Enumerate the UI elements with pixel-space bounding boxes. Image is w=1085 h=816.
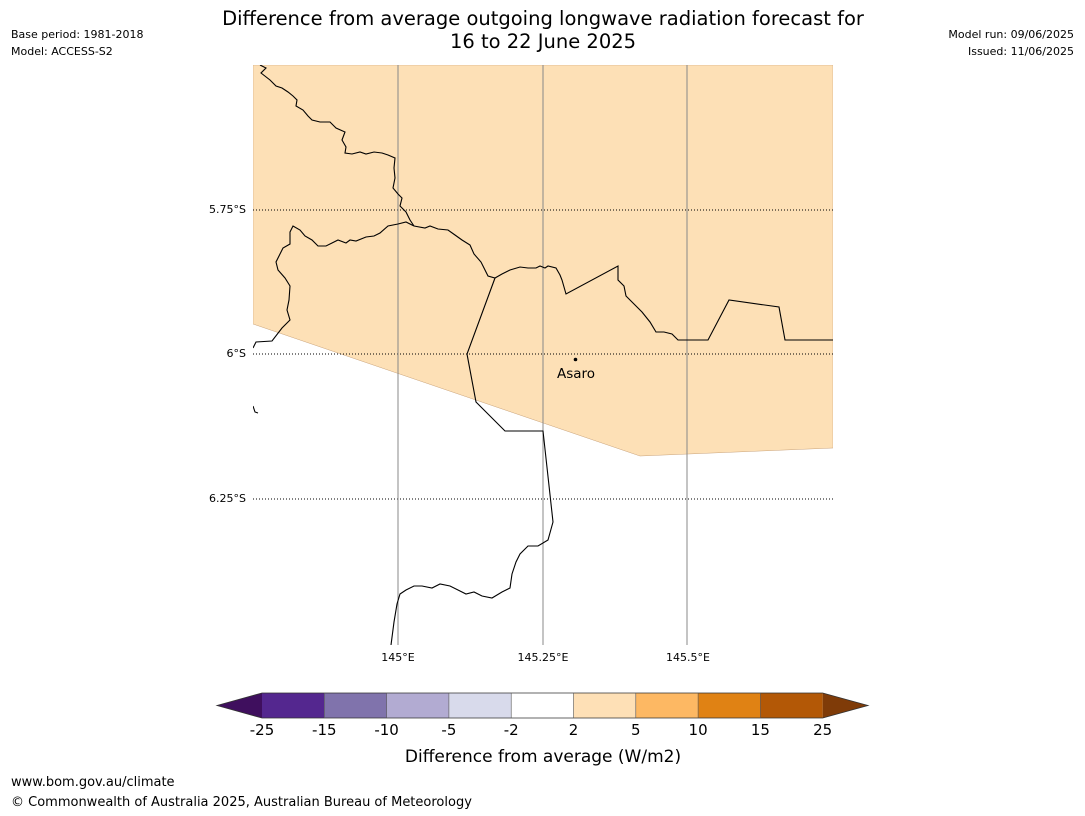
- lat-label-5-75: 5.75°S: [209, 203, 246, 216]
- title-line-2: 16 to 22 June 2025: [449, 30, 637, 53]
- issued-date: Issued: 11/06/2025: [967, 45, 1074, 58]
- colorbar-segment: [760, 693, 823, 718]
- base-period: Base period: 1981-2018: [11, 28, 144, 41]
- model-name: Model: ACCESS-S2: [11, 45, 113, 58]
- colorbar-segment: [573, 693, 636, 718]
- model-run: Model run: 09/06/2025: [948, 28, 1074, 41]
- colorbar-label: Difference from average (W/m2): [405, 747, 681, 767]
- colorbar-tick-label: -25: [250, 721, 275, 739]
- colorbar-tick-label: -5: [441, 721, 456, 739]
- lon-label-145: 145°E: [381, 651, 414, 664]
- colorbar-ticks: -25 -15 -10 -5 -2 2 5 10 15 25: [250, 721, 832, 739]
- colorbar-extend-low: [217, 693, 262, 718]
- colorbar-segment: [262, 693, 325, 718]
- colorbar-tick-label: -15: [312, 721, 337, 739]
- boundary-north: [259, 65, 415, 227]
- colorbar-segment: [386, 693, 449, 718]
- lon-label-145-25: 145.25°E: [518, 651, 569, 664]
- asaro-marker: [573, 357, 578, 362]
- place-label-asaro: Asaro: [557, 366, 595, 382]
- boundary-central: [253, 221, 415, 349]
- colorbar-tick-label: 2: [569, 721, 579, 739]
- colorbar-segment: [635, 693, 699, 718]
- colorbar-tick-label: 25: [813, 721, 832, 739]
- colorbar-tick-label: -2: [504, 721, 519, 739]
- colorbar-tick-label: 10: [689, 721, 708, 739]
- colorbar-body: [215, 692, 870, 719]
- map-panel: Asaro 5.75°S 6°S 6.25°S 145°E 145.25°E 1…: [209, 65, 833, 664]
- lon-label-145-5: 145.5°E: [666, 651, 710, 664]
- title-line-1: Difference from average outgoing longwav…: [222, 7, 864, 30]
- colorbar-segment: [511, 693, 574, 718]
- colorbar-tick-label: 15: [751, 721, 770, 739]
- colorbar-tick-label: 5: [631, 721, 641, 739]
- header-left: Base period: 1981-2018 Model: ACCESS-S2: [11, 26, 143, 60]
- colorbar-extend-high: [822, 693, 868, 718]
- colorbar-segment: [448, 693, 512, 718]
- boundary-east-north: [413, 225, 833, 341]
- colorbar-segment: [698, 693, 761, 718]
- colorbar-segment: [324, 693, 387, 718]
- lat-label-6-25: 6.25°S: [209, 492, 246, 505]
- province-boundaries: [253, 65, 833, 645]
- header-right: Model run: 09/06/2025 Issued: 11/06/2025: [948, 26, 1074, 60]
- lat-label-6: 6°S: [227, 347, 246, 360]
- footer-copyright: © Commonwealth of Australia 2025, Austra…: [11, 795, 472, 810]
- boundary-south: [390, 277, 554, 645]
- colorbar-outline: [215, 692, 870, 719]
- colorbar-tick-label: -10: [374, 721, 399, 739]
- boundary-west-fragment: [253, 405, 259, 414]
- map-title: Difference from average outgoing longwav…: [143, 7, 943, 53]
- footer-url[interactable]: www.bom.gov.au/climate: [11, 775, 175, 790]
